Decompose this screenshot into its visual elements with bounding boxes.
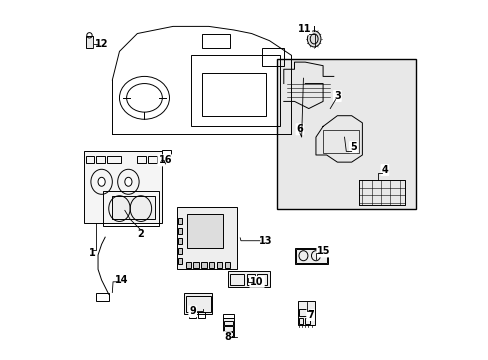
Bar (163, 159, 170, 165)
Bar (85, 36, 93, 48)
Bar (177, 248, 182, 254)
Bar (177, 238, 182, 244)
Bar (185, 262, 190, 267)
Bar (262, 48, 283, 66)
Bar (298, 301, 315, 325)
Bar (223, 314, 233, 318)
Bar (189, 312, 196, 318)
Bar (224, 321, 232, 325)
Bar (323, 130, 358, 153)
Bar (305, 318, 309, 324)
Text: 16: 16 (158, 156, 172, 165)
Bar (209, 262, 214, 267)
Bar (177, 257, 182, 264)
Bar (224, 327, 232, 331)
Bar (176, 207, 237, 269)
Bar (103, 191, 159, 226)
Bar (295, 249, 326, 263)
Bar (223, 318, 233, 337)
Bar (162, 150, 171, 164)
Bar (230, 274, 244, 285)
Text: 7: 7 (306, 310, 313, 320)
Bar (96, 293, 108, 301)
Bar (107, 156, 121, 163)
Text: 6: 6 (296, 124, 303, 134)
Bar (294, 248, 328, 264)
Text: 11: 11 (297, 24, 311, 34)
Text: 1: 1 (89, 248, 96, 258)
Ellipse shape (307, 31, 320, 47)
Text: 2: 2 (137, 229, 144, 239)
Bar (201, 73, 265, 116)
Bar (299, 309, 309, 316)
Bar (185, 296, 210, 312)
Bar (228, 271, 269, 287)
Bar (190, 55, 280, 126)
Bar (85, 156, 94, 163)
Bar (276, 59, 415, 208)
Text: 4: 4 (381, 165, 387, 175)
Ellipse shape (98, 177, 105, 186)
Text: 12: 12 (95, 39, 108, 49)
Bar (96, 156, 105, 163)
Ellipse shape (124, 177, 132, 186)
Bar (299, 318, 303, 324)
Text: 14: 14 (114, 275, 128, 285)
Bar (83, 152, 162, 223)
Text: 9: 9 (189, 306, 196, 316)
Bar (177, 217, 182, 224)
Text: 10: 10 (250, 277, 263, 287)
Bar (201, 33, 230, 48)
Text: 15: 15 (317, 247, 330, 256)
Bar (137, 156, 146, 163)
Bar (217, 262, 222, 267)
Bar (148, 156, 157, 163)
Bar (177, 228, 182, 234)
Bar (224, 332, 232, 336)
Bar (224, 262, 230, 267)
Bar (187, 214, 223, 248)
Text: 3: 3 (333, 91, 340, 101)
Text: 5: 5 (349, 142, 356, 152)
Bar (193, 262, 198, 267)
Bar (201, 262, 206, 267)
Bar (198, 312, 205, 318)
Bar (257, 274, 266, 285)
Bar (183, 293, 212, 314)
Text: 8: 8 (224, 332, 230, 342)
Bar (112, 196, 155, 219)
Bar (247, 274, 254, 285)
Text: 13: 13 (258, 236, 271, 246)
